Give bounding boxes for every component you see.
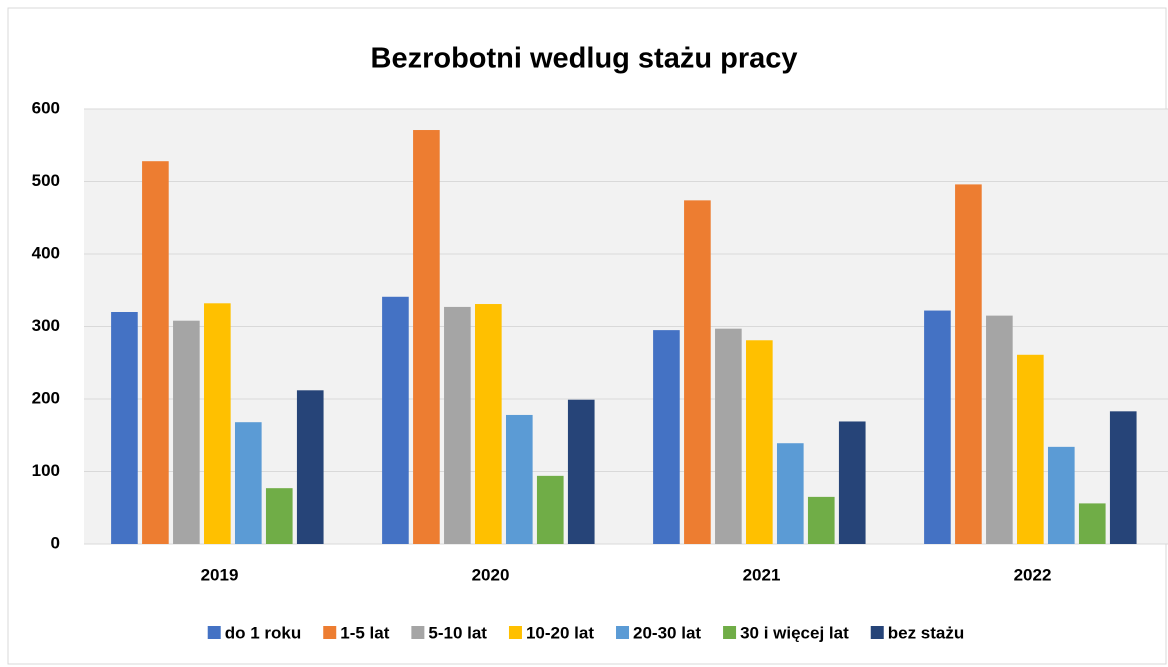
bar	[684, 200, 711, 544]
legend-label: 5-10 lat	[428, 623, 487, 642]
legend-label: 30 i więcej lat	[740, 623, 849, 642]
legend-swatch	[411, 626, 425, 639]
bar	[234, 422, 262, 544]
bar	[807, 496, 835, 544]
bar	[746, 340, 773, 544]
bar	[444, 306, 471, 544]
legend-swatch	[616, 626, 630, 639]
bar	[382, 296, 409, 544]
bar	[1109, 411, 1137, 544]
legend-label: do 1 roku	[225, 623, 302, 642]
x-tick-label: 2022	[1014, 565, 1052, 584]
y-tick-label: 400	[32, 243, 60, 262]
bar	[715, 328, 742, 544]
bar	[505, 414, 533, 544]
bar	[1017, 354, 1044, 544]
y-tick-label: 300	[32, 316, 60, 335]
bar	[1047, 446, 1075, 544]
legend-swatch	[207, 626, 221, 639]
legend-label: 10-20 lat	[526, 623, 594, 642]
legend-swatch	[323, 626, 337, 639]
y-tick-label: 600	[32, 98, 60, 117]
bar	[413, 130, 440, 544]
legend-swatch	[508, 626, 522, 639]
legend-swatch	[870, 626, 884, 639]
legend-label: bez stażu	[888, 623, 965, 642]
y-tick-label: 0	[51, 533, 60, 552]
legend-label: 1-5 lat	[340, 623, 389, 642]
legend-swatch	[723, 626, 737, 639]
bar	[567, 399, 595, 544]
legend-label: 20-30 lat	[633, 623, 701, 642]
y-tick-label: 500	[32, 171, 60, 190]
bar	[204, 303, 231, 544]
y-tick-label: 100	[32, 461, 60, 480]
bar	[142, 161, 169, 544]
x-tick-label: 2020	[472, 565, 510, 584]
chart-title: Bezrobotni wedlug stażu pracy	[371, 43, 798, 75]
bar	[536, 475, 564, 544]
x-tick-label: 2021	[743, 565, 781, 584]
bar	[296, 390, 324, 544]
bar	[173, 320, 200, 544]
bar	[653, 330, 680, 544]
bar	[955, 184, 982, 544]
bar	[111, 312, 138, 544]
bar	[838, 421, 866, 544]
bar	[776, 443, 804, 544]
bar	[986, 315, 1013, 544]
y-tick-label: 200	[32, 388, 60, 407]
bar	[1078, 503, 1106, 544]
x-tick-label: 2019	[201, 565, 239, 584]
bar	[475, 304, 502, 544]
bar	[924, 310, 951, 544]
bar	[265, 488, 293, 544]
